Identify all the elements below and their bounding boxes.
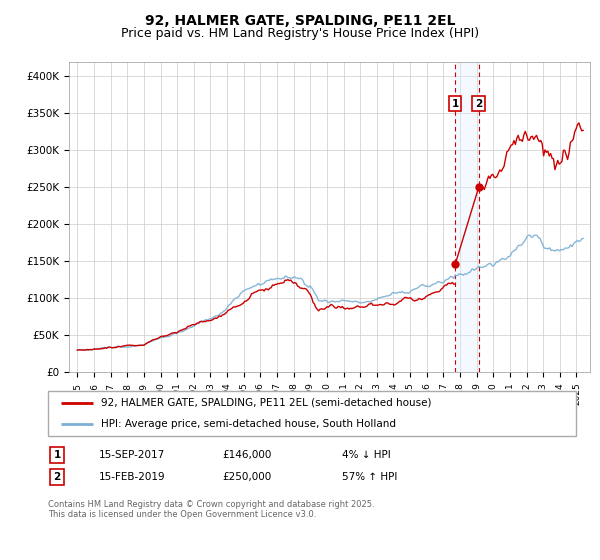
Text: 2: 2 [475,99,482,109]
Text: 2: 2 [53,472,61,482]
Text: 92, HALMER GATE, SPALDING, PE11 2EL: 92, HALMER GATE, SPALDING, PE11 2EL [145,14,455,28]
Text: 15-FEB-2019: 15-FEB-2019 [99,472,166,482]
Text: 92, HALMER GATE, SPALDING, PE11 2EL (semi-detached house): 92, HALMER GATE, SPALDING, PE11 2EL (sem… [101,398,431,408]
Bar [455,62,479,372]
Text: 15-SEP-2017: 15-SEP-2017 [99,450,165,460]
Text: 1: 1 [53,450,61,460]
Text: 4% ↓ HPI: 4% ↓ HPI [342,450,391,460]
Text: HPI: Average price, semi-detached house, South Holland: HPI: Average price, semi-detached house,… [101,419,396,430]
Text: Price paid vs. HM Land Registry's House Price Index (HPI): Price paid vs. HM Land Registry's House … [121,27,479,40]
Text: Contains HM Land Registry data © Crown copyright and database right 2025.
This d: Contains HM Land Registry data © Crown c… [48,500,374,519]
Text: 1: 1 [452,99,459,109]
Text: 57% ↑ HPI: 57% ↑ HPI [342,472,397,482]
Text: £146,000: £146,000 [222,450,271,460]
Text: £250,000: £250,000 [222,472,271,482]
